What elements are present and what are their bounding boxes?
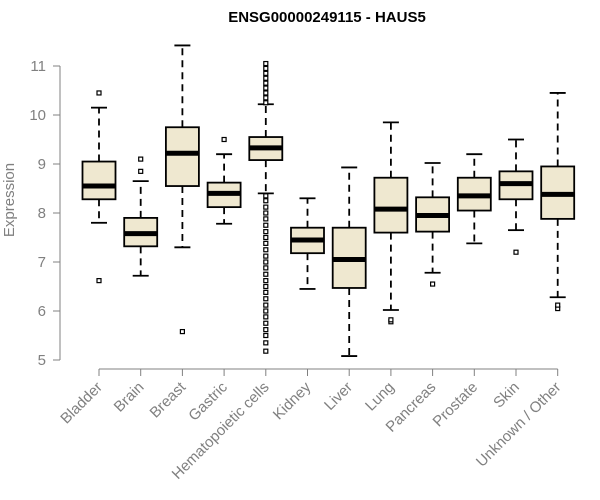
outlier-point xyxy=(388,317,394,323)
outlier-point xyxy=(263,204,269,210)
box-hematopoietic-cells xyxy=(248,60,284,354)
y-tick-label: 7 xyxy=(38,254,46,271)
x-tick-label: Prostate xyxy=(430,379,482,431)
x-tick-label: Kidney xyxy=(270,378,315,423)
box-prostate xyxy=(456,153,492,245)
outlier-point xyxy=(221,136,227,143)
outlier-point xyxy=(96,278,102,284)
outlier-point xyxy=(263,296,269,302)
outlier-point xyxy=(263,259,269,265)
x-tick-label: Brain xyxy=(111,379,148,416)
box-kidney xyxy=(290,197,325,290)
y-tick-label: 9 xyxy=(38,156,46,173)
outlier-point xyxy=(263,85,269,91)
iqr-box xyxy=(164,126,200,187)
y-tick-label: 6 xyxy=(38,303,46,320)
y-tick-label: 11 xyxy=(30,58,46,75)
outlier-point xyxy=(263,216,269,222)
outlier-point xyxy=(263,247,269,253)
box-gastric xyxy=(206,136,242,225)
x-tick-label: Bladder xyxy=(57,379,106,428)
outlier-point xyxy=(263,265,269,271)
box-skin xyxy=(498,138,534,255)
outlier-point xyxy=(263,222,269,228)
x-tick-label: Liver xyxy=(321,379,356,414)
box-brain xyxy=(123,156,159,277)
outlier-point xyxy=(263,95,269,101)
outlier-point xyxy=(263,70,269,76)
x-tick-label: Breast xyxy=(147,378,190,421)
outlier-point xyxy=(263,327,269,333)
outlier-point xyxy=(263,90,269,96)
outlier-point xyxy=(263,240,269,246)
y-tick-label: 10 xyxy=(29,107,46,124)
outlier-point xyxy=(263,234,269,241)
outlier-point xyxy=(555,302,561,308)
outlier-point xyxy=(263,210,269,216)
box-liver xyxy=(331,166,367,357)
iqr-box xyxy=(373,176,409,234)
box-unknown-other xyxy=(540,92,576,312)
x-tick-label: Skin xyxy=(490,379,523,412)
x-tick-label: Lung xyxy=(362,379,398,415)
box-bladder xyxy=(81,90,117,284)
y-tick-label: 5 xyxy=(38,352,46,369)
boxes-group xyxy=(81,44,576,357)
outlier-point xyxy=(263,75,269,81)
outlier-point xyxy=(263,193,269,199)
outlier-point xyxy=(263,229,269,235)
y-tick-label: 8 xyxy=(38,205,46,222)
outlier-point xyxy=(263,348,269,354)
outlier-point xyxy=(96,90,102,96)
outlier-point xyxy=(263,80,269,86)
outlier-point xyxy=(263,198,269,204)
outlier-point xyxy=(179,328,185,335)
iqr-box xyxy=(81,160,117,201)
y-axis: 5 6 7 8 9 10 11 xyxy=(29,58,61,369)
outlier-point xyxy=(138,168,144,174)
outlier-point xyxy=(263,271,269,277)
outlier-point xyxy=(513,249,519,255)
outlier-point xyxy=(263,340,269,346)
box-breast xyxy=(164,44,200,335)
outlier-point xyxy=(263,283,269,290)
outlier-point xyxy=(263,65,269,72)
outlier-point xyxy=(263,278,269,284)
chart-title: ENSG00000249115 - HAUS5 xyxy=(228,9,426,26)
outlier-point xyxy=(263,332,269,339)
outlier-point xyxy=(263,314,269,320)
outlier-point xyxy=(263,308,269,314)
y-axis-label: Expression xyxy=(1,163,18,237)
outlier-point xyxy=(263,289,269,295)
box-lung xyxy=(373,121,409,325)
box-pancreas xyxy=(415,162,451,287)
outlier-point xyxy=(263,100,269,106)
outlier-point xyxy=(138,156,144,162)
outlier-point xyxy=(263,302,269,308)
outlier-point xyxy=(263,253,269,259)
outlier-point xyxy=(263,320,269,326)
outlier-point xyxy=(263,60,269,67)
outlier-point xyxy=(430,281,436,287)
